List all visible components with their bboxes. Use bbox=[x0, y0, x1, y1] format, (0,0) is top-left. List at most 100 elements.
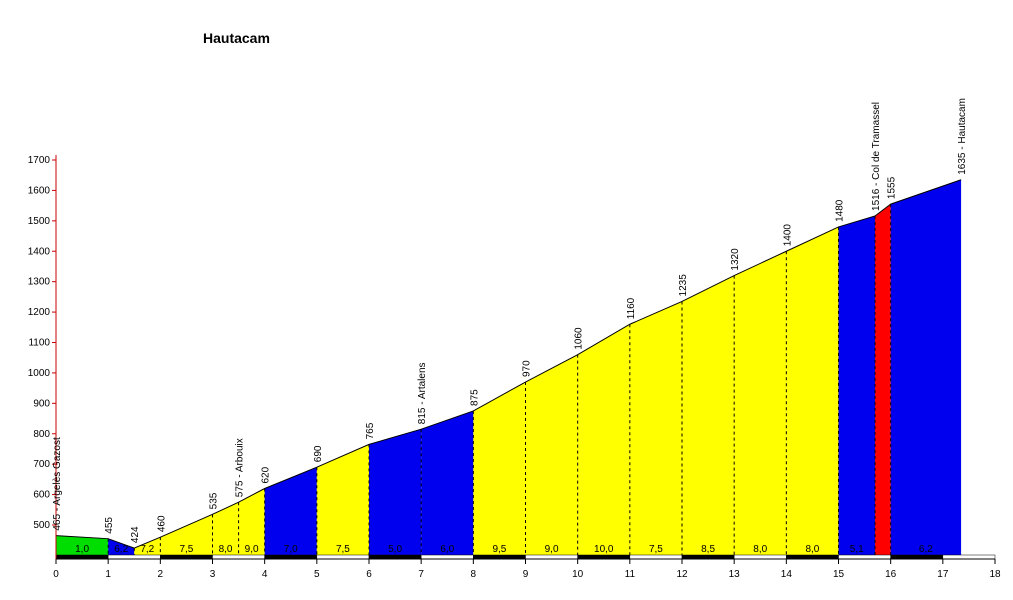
x-tick-label-16: 16 bbox=[885, 569, 897, 580]
distance-strip-9 bbox=[525, 554, 578, 560]
gradient-label-15: 8,0 bbox=[753, 544, 767, 555]
elevation-label-14: 1235 bbox=[678, 274, 689, 297]
x-tick-label-15: 15 bbox=[833, 569, 845, 580]
segment-fill-2 bbox=[134, 537, 161, 555]
x-tick-label-10: 10 bbox=[572, 569, 584, 580]
gradient-label-1: 6,2 bbox=[114, 544, 128, 555]
distance-strip-13 bbox=[733, 554, 787, 560]
elevation-label-9: 815 - Artalens bbox=[417, 362, 428, 424]
y-tick-label-11: 1600 bbox=[28, 185, 51, 196]
gradient-label-13: 7,5 bbox=[649, 544, 663, 555]
segment-fill-17 bbox=[838, 215, 876, 555]
x-tick-label-2: 2 bbox=[158, 569, 164, 580]
y-tick-label-6: 1100 bbox=[28, 338, 50, 349]
segment-fill-7 bbox=[316, 444, 369, 555]
elevation-label-20: 1635 - Hautacam bbox=[957, 98, 968, 175]
gradient-label-4: 8,0 bbox=[219, 544, 233, 555]
segment-fill-1 bbox=[108, 538, 135, 555]
x-tick-label-0: 0 bbox=[53, 569, 59, 580]
distance-strip-3 bbox=[212, 554, 265, 560]
segment-fill-5 bbox=[238, 488, 265, 555]
elevation-label-7: 690 bbox=[313, 445, 324, 462]
segment-fill-15 bbox=[734, 251, 787, 555]
segment-fill-14 bbox=[682, 275, 735, 555]
y-tick-label-7: 1200 bbox=[28, 307, 51, 318]
x-tick-label-9: 9 bbox=[523, 569, 529, 580]
segment-fill-8 bbox=[369, 429, 422, 555]
x-tick-label-11: 11 bbox=[625, 569, 636, 580]
distance-strip-10 bbox=[577, 554, 631, 560]
gradient-label-14: 8,5 bbox=[701, 544, 715, 555]
y-tick-label-4: 900 bbox=[33, 398, 50, 409]
distance-strip-6 bbox=[368, 554, 422, 560]
gradient-label-12: 10,0 bbox=[594, 544, 614, 555]
x-tick-label-5: 5 bbox=[314, 569, 320, 580]
x-tick-label-7: 7 bbox=[418, 569, 424, 580]
distance-strip-2 bbox=[160, 554, 213, 560]
elevation-label-6: 620 bbox=[261, 466, 272, 483]
y-tick-label-8: 1300 bbox=[28, 277, 51, 288]
x-tick-label-8: 8 bbox=[471, 569, 477, 580]
gradient-label-0: 1,0 bbox=[75, 544, 89, 555]
distance-strip-5 bbox=[316, 554, 370, 560]
gradient-label-8: 5,0 bbox=[388, 544, 402, 555]
distance-strip-1 bbox=[107, 554, 161, 560]
segment-fill-6 bbox=[264, 467, 317, 555]
elevation-label-11: 970 bbox=[522, 360, 533, 377]
x-tick-label-13: 13 bbox=[729, 569, 741, 580]
elevation-label-15: 1320 bbox=[730, 248, 741, 271]
segment-fill-13 bbox=[629, 301, 682, 555]
elevation-label-16: 1400 bbox=[782, 224, 793, 247]
distance-strip-8 bbox=[473, 554, 526, 560]
segment-fill-19 bbox=[890, 179, 962, 556]
elevation-label-8: 765 bbox=[365, 422, 376, 439]
distance-strip-11 bbox=[629, 554, 683, 560]
distance-strip-0 bbox=[55, 554, 109, 560]
gradient-label-7: 7,5 bbox=[336, 544, 350, 555]
gradient-label-16: 8,0 bbox=[805, 544, 819, 555]
gradient-label-19: 6,2 bbox=[919, 544, 933, 555]
elevation-label-1: 455 bbox=[104, 517, 115, 534]
y-tick-label-3: 800 bbox=[33, 429, 50, 440]
x-tick-label-14: 14 bbox=[781, 569, 793, 580]
y-tick-label-9: 1400 bbox=[28, 246, 51, 257]
distance-strip-17 bbox=[942, 554, 996, 560]
y-tick-label-12: 1700 bbox=[28, 155, 51, 166]
distance-strip-15 bbox=[838, 554, 891, 560]
elevation-label-2: 424 bbox=[130, 526, 141, 543]
x-tick-label-1: 1 bbox=[105, 569, 111, 580]
elevation-label-12: 1060 bbox=[574, 327, 585, 350]
gradient-label-6: 7,0 bbox=[284, 544, 298, 555]
segment-fill-10 bbox=[473, 382, 526, 555]
segment-fill-0 bbox=[56, 535, 109, 555]
x-tick-label-12: 12 bbox=[676, 569, 688, 580]
segment-fill-4 bbox=[212, 502, 239, 555]
y-tick-label-2: 700 bbox=[33, 459, 50, 470]
segment-fill-3 bbox=[160, 514, 213, 555]
y-tick-label-10: 1500 bbox=[28, 216, 51, 227]
elevation-label-3: 460 bbox=[156, 515, 167, 532]
distance-strip-12 bbox=[681, 554, 735, 560]
gradient-label-5: 9,0 bbox=[245, 544, 259, 555]
y-tick-label-1: 600 bbox=[33, 490, 50, 501]
y-tick-label-0: 500 bbox=[33, 520, 50, 531]
segment-fill-12 bbox=[577, 324, 630, 555]
distance-strip-16 bbox=[890, 554, 944, 560]
segment-fill-16 bbox=[786, 226, 839, 555]
distance-strip-7 bbox=[420, 554, 474, 560]
elevation-label-18: 1516 - Col de Tramassel bbox=[871, 102, 882, 211]
elevation-label-0: 465 - Argelès Gazost bbox=[52, 437, 63, 531]
elevation-label-19: 1555 bbox=[887, 176, 898, 199]
x-tick-label-18: 18 bbox=[989, 569, 1001, 580]
segment-fill-18 bbox=[875, 204, 891, 555]
segment-fill-11 bbox=[525, 354, 578, 555]
elevation-label-17: 1480 bbox=[835, 199, 846, 222]
distance-strip-14 bbox=[786, 554, 839, 560]
chart-title: Hautacam bbox=[203, 30, 270, 46]
distance-strip-4 bbox=[264, 554, 318, 560]
x-tick-label-3: 3 bbox=[210, 569, 216, 580]
gradient-label-2: 7,2 bbox=[140, 544, 154, 555]
elevation-label-13: 1160 bbox=[626, 297, 637, 319]
elevation-label-5: 575 - Arbouix bbox=[235, 438, 246, 497]
